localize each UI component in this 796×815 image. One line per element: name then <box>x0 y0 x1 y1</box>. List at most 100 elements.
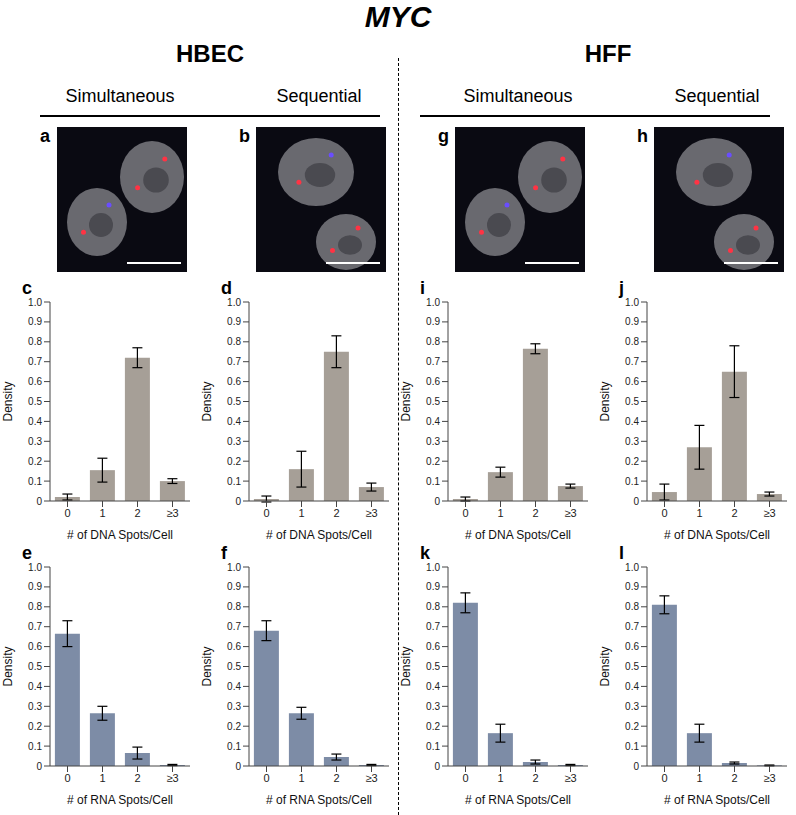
svg-text:2: 2 <box>333 507 339 519</box>
svg-text:0: 0 <box>64 772 70 784</box>
svg-text:0.3: 0.3 <box>426 436 440 447</box>
svg-text:≥3: ≥3 <box>365 772 377 784</box>
svg-text:1: 1 <box>696 772 702 784</box>
svg-text:0.6: 0.6 <box>28 641 42 652</box>
svg-text:0.6: 0.6 <box>625 376 639 387</box>
svg-text:0.6: 0.6 <box>227 376 241 387</box>
svg-text:1.0: 1.0 <box>227 562 241 573</box>
svg-text:0: 0 <box>64 507 70 519</box>
svg-text:≥3: ≥3 <box>166 772 178 784</box>
svg-text:0.2: 0.2 <box>227 456 241 467</box>
svg-text:0.7: 0.7 <box>426 356 440 367</box>
svg-text:0.5: 0.5 <box>28 396 42 407</box>
svg-text:0.1: 0.1 <box>227 741 241 752</box>
svg-text:0.7: 0.7 <box>625 356 639 367</box>
svg-text:0.1: 0.1 <box>426 476 440 487</box>
svg-text:0.6: 0.6 <box>28 376 42 387</box>
svg-text:0.4: 0.4 <box>28 416 42 427</box>
svg-text:0.2: 0.2 <box>426 721 440 732</box>
svg-text:1: 1 <box>696 507 702 519</box>
svg-text:0.7: 0.7 <box>426 621 440 632</box>
svg-text:0.7: 0.7 <box>28 621 42 632</box>
svg-text:0: 0 <box>263 772 269 784</box>
svg-text:0.3: 0.3 <box>625 701 639 712</box>
svg-text:≥3: ≥3 <box>763 772 775 784</box>
svg-text:0: 0 <box>633 496 639 507</box>
svg-text:1.0: 1.0 <box>625 297 639 308</box>
svg-text:0.8: 0.8 <box>426 336 440 347</box>
svg-text:0.9: 0.9 <box>625 316 639 327</box>
svg-text:0.2: 0.2 <box>625 456 639 467</box>
svg-text:# of RNA Spots/Cell: # of RNA Spots/Cell <box>465 793 571 807</box>
svg-text:0.9: 0.9 <box>625 581 639 592</box>
svg-text:1.0: 1.0 <box>227 297 241 308</box>
svg-text:0.4: 0.4 <box>426 416 440 427</box>
svg-text:0: 0 <box>36 761 42 772</box>
svg-text:0.2: 0.2 <box>625 721 639 732</box>
svg-text:≥3: ≥3 <box>365 507 377 519</box>
svg-text:Density: Density <box>2 646 15 686</box>
svg-text:0: 0 <box>462 772 468 784</box>
svg-text:≥3: ≥3 <box>763 507 775 519</box>
svg-text:0.7: 0.7 <box>625 621 639 632</box>
svg-text:≥3: ≥3 <box>564 772 576 784</box>
svg-text:0: 0 <box>462 507 468 519</box>
svg-text:0.4: 0.4 <box>227 681 241 692</box>
svg-text:2: 2 <box>134 507 140 519</box>
svg-text:0.9: 0.9 <box>28 581 42 592</box>
svg-text:2: 2 <box>532 772 538 784</box>
svg-text:0: 0 <box>661 507 667 519</box>
svg-text:0.7: 0.7 <box>28 356 42 367</box>
svg-text:0.8: 0.8 <box>625 601 639 612</box>
svg-text:1: 1 <box>298 507 304 519</box>
svg-text:0.5: 0.5 <box>426 396 440 407</box>
svg-text:1.0: 1.0 <box>426 562 440 573</box>
svg-text:1.0: 1.0 <box>426 297 440 308</box>
svg-text:# of RNA Spots/Cell: # of RNA Spots/Cell <box>266 793 372 807</box>
svg-text:0.3: 0.3 <box>625 436 639 447</box>
svg-text:Density: Density <box>400 646 413 686</box>
svg-text:1.0: 1.0 <box>28 562 42 573</box>
svg-text:1: 1 <box>497 507 503 519</box>
svg-text:0.1: 0.1 <box>28 741 42 752</box>
svg-text:0.9: 0.9 <box>28 316 42 327</box>
svg-text:Density: Density <box>400 381 413 421</box>
svg-text:Density: Density <box>201 381 214 421</box>
svg-text:0.8: 0.8 <box>28 601 42 612</box>
svg-text:0: 0 <box>235 496 241 507</box>
svg-text:0.2: 0.2 <box>227 721 241 732</box>
svg-text:0.4: 0.4 <box>227 416 241 427</box>
svg-text:2: 2 <box>731 772 737 784</box>
svg-text:≥3: ≥3 <box>564 507 576 519</box>
svg-text:1.0: 1.0 <box>625 562 639 573</box>
svg-text:0.3: 0.3 <box>28 436 42 447</box>
svg-text:# of DNA Spots/Cell: # of DNA Spots/Cell <box>465 528 571 542</box>
svg-text:# of RNA Spots/Cell: # of RNA Spots/Cell <box>67 793 173 807</box>
svg-text:0.6: 0.6 <box>426 376 440 387</box>
svg-text:0.4: 0.4 <box>28 681 42 692</box>
svg-text:≥3: ≥3 <box>166 507 178 519</box>
svg-text:0.4: 0.4 <box>625 681 639 692</box>
svg-text:0.2: 0.2 <box>28 721 42 732</box>
svg-text:# of RNA Spots/Cell: # of RNA Spots/Cell <box>664 793 770 807</box>
svg-text:0.5: 0.5 <box>625 661 639 672</box>
svg-text:0: 0 <box>235 761 241 772</box>
svg-text:0: 0 <box>263 507 269 519</box>
svg-text:0.3: 0.3 <box>426 701 440 712</box>
svg-text:1: 1 <box>99 507 105 519</box>
svg-text:Density: Density <box>599 646 612 686</box>
svg-text:0.3: 0.3 <box>227 701 241 712</box>
svg-text:0.5: 0.5 <box>426 661 440 672</box>
svg-text:0.7: 0.7 <box>227 621 241 632</box>
svg-text:0.5: 0.5 <box>227 396 241 407</box>
svg-text:0.2: 0.2 <box>426 456 440 467</box>
svg-text:0.3: 0.3 <box>28 701 42 712</box>
svg-text:0.1: 0.1 <box>625 476 639 487</box>
svg-text:0.2: 0.2 <box>28 456 42 467</box>
svg-text:0.6: 0.6 <box>426 641 440 652</box>
svg-text:2: 2 <box>532 507 538 519</box>
svg-text:0.5: 0.5 <box>625 396 639 407</box>
svg-text:0: 0 <box>434 761 440 772</box>
svg-text:0.8: 0.8 <box>227 601 241 612</box>
svg-text:2: 2 <box>333 772 339 784</box>
